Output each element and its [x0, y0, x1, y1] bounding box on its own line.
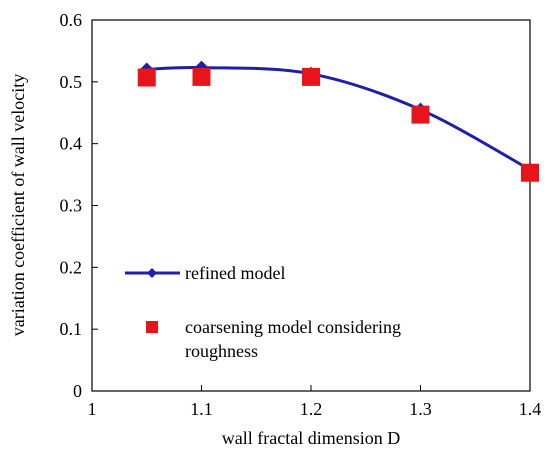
legend-label-coarsening-model: coarsening model considering	[185, 317, 401, 337]
coarsening-model-point	[302, 67, 320, 86]
legend: refined model coarsening model considerin…	[125, 263, 401, 361]
y-tick-label: 0.2	[60, 257, 83, 277]
legend-marker-coarsening-model	[146, 321, 158, 333]
legend-marker-refined-model	[147, 268, 157, 278]
y-tick-label: 0.6	[60, 10, 83, 30]
x-tick-label: 1.2	[300, 399, 323, 419]
y-tick-label: 0.1	[60, 319, 83, 339]
coarsening-model-point	[137, 68, 156, 87]
y-tick-label: 0.4	[60, 134, 83, 154]
y-tick-label: 0.3	[60, 196, 83, 216]
axis-ticks: 1 1.1 1.2 1.3 1.4 0 0.1 0.2 0.3 0.4 0.5 0.6	[60, 10, 542, 419]
x-axis-title: wall fractal dimension D	[222, 428, 400, 448]
x-tick-label: 1.1	[190, 399, 213, 419]
coarsening-model-point	[192, 67, 211, 86]
y-axis-title: variation coefficient of wall velocity	[8, 74, 28, 337]
x-tick-label: 1	[88, 399, 97, 419]
coarsening-model-point	[411, 105, 430, 124]
x-tick-label: 1.4	[519, 399, 542, 419]
y-tick-label: 0.5	[60, 72, 83, 92]
legend-label-refined-model: refined model	[185, 263, 285, 283]
coarsening-model-point	[521, 163, 539, 182]
series-layer	[137, 60, 539, 182]
x-tick-label: 1.3	[409, 399, 432, 419]
y-tick-label: 0	[73, 381, 82, 401]
legend-label-coarsening-model: roughness	[185, 341, 258, 361]
